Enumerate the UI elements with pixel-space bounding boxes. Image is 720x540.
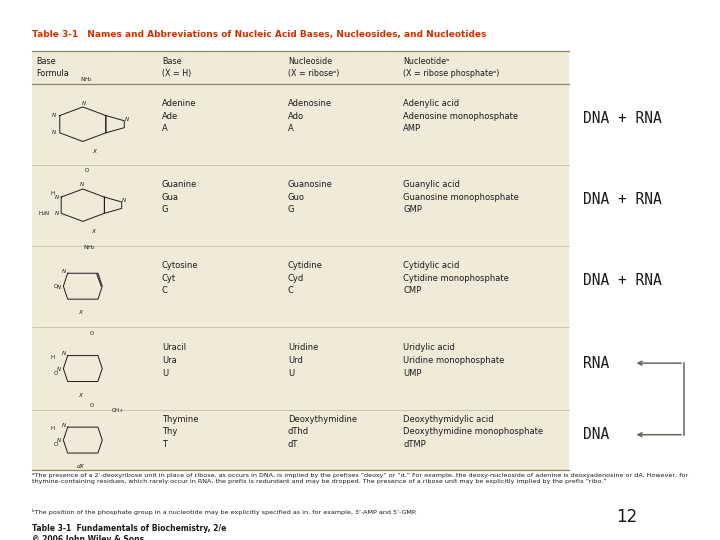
- Text: NH$_2$: NH$_2$: [83, 244, 96, 252]
- Text: Uracil
Ura
U: Uracil Ura U: [162, 343, 186, 378]
- Text: N: N: [125, 117, 129, 122]
- Text: Thymine
Thy
T: Thymine Thy T: [162, 415, 199, 449]
- Text: H$_2$N: H$_2$N: [38, 209, 50, 218]
- Text: Deoxythymidylic acid
Deoxythymidine monophosphate
dTMP: Deoxythymidylic acid Deoxythymidine mono…: [403, 415, 544, 449]
- Text: ᵃThe presence of a 2’-deoxyribose unit in place of ribose, as occurs in DNA, is : ᵃThe presence of a 2’-deoxyribose unit i…: [32, 472, 688, 484]
- Text: N: N: [57, 438, 61, 443]
- Text: Adenine
Ade
A: Adenine Ade A: [162, 99, 197, 133]
- Text: Cytidylic acid
Cytidine monophosphate
CMP: Cytidylic acid Cytidine monophosphate CM…: [403, 261, 509, 295]
- Text: DNA + RNA: DNA + RNA: [583, 111, 662, 126]
- Text: N: N: [57, 367, 61, 372]
- Text: Uridine
Urd
U: Uridine Urd U: [288, 343, 318, 378]
- Text: Names and Abbreviations of Nucleic Acid Bases, Nucleosides, and Nucleotides: Names and Abbreviations of Nucleic Acid …: [81, 30, 487, 39]
- Text: H: H: [50, 191, 55, 197]
- Text: Guanylic acid
Guanosine monophosphate
GMP: Guanylic acid Guanosine monophosphate GM…: [403, 180, 519, 214]
- Text: N: N: [55, 194, 59, 200]
- Text: Uridylic acid
Uridine monophosphate
UMP: Uridylic acid Uridine monophosphate UMP: [403, 343, 505, 378]
- Text: X: X: [92, 149, 96, 154]
- Text: N: N: [57, 285, 61, 289]
- Text: Base
(X = H): Base (X = H): [162, 57, 192, 78]
- Text: Deoxythymidine
dThd
dT: Deoxythymidine dThd dT: [288, 415, 357, 449]
- Text: Adenosine
Ado
A: Adenosine Ado A: [288, 99, 332, 133]
- Text: H: H: [50, 426, 55, 431]
- Text: © 2006 John Wiley & Sons: © 2006 John Wiley & Sons: [32, 535, 145, 540]
- Text: X: X: [78, 310, 83, 315]
- Text: Cytosine
Cyt
C: Cytosine Cyt C: [162, 261, 199, 295]
- Text: ᵇThe position of the phosphate group in a nucleotide may be explicitly specified: ᵇThe position of the phosphate group in …: [32, 509, 417, 515]
- Text: DNA + RNA: DNA + RNA: [583, 192, 662, 207]
- Text: Nucleotideᵇ
(X = ribose phosphateᵃ): Nucleotideᵇ (X = ribose phosphateᵃ): [403, 57, 500, 78]
- Text: O: O: [84, 168, 89, 173]
- Text: X: X: [91, 229, 96, 234]
- Text: Nucleoside
(X = riboseᵃ): Nucleoside (X = riboseᵃ): [288, 57, 339, 78]
- Text: DNA: DNA: [583, 427, 609, 442]
- Text: Guanosine
Guo
G: Guanosine Guo G: [288, 180, 333, 214]
- Text: Guanine
Gua
G: Guanine Gua G: [162, 180, 197, 214]
- Text: O: O: [89, 331, 94, 336]
- Text: RNA: RNA: [583, 356, 609, 370]
- Text: DNA + RNA: DNA + RNA: [583, 273, 662, 288]
- Text: O: O: [89, 403, 94, 408]
- Text: N: N: [52, 130, 56, 136]
- Text: N: N: [55, 211, 59, 216]
- Bar: [32, 51, 569, 470]
- Text: H: H: [50, 355, 55, 360]
- Text: Table 3-1: Table 3-1: [32, 30, 78, 39]
- Text: N: N: [61, 269, 66, 274]
- Text: O: O: [54, 371, 58, 376]
- Text: Base
Formula: Base Formula: [36, 57, 68, 78]
- Text: O: O: [54, 442, 58, 448]
- Text: NH$_2$: NH$_2$: [80, 76, 93, 84]
- Text: N: N: [61, 352, 66, 356]
- Text: O: O: [54, 284, 58, 289]
- Text: CH$_3$: CH$_3$: [111, 407, 123, 415]
- Text: N: N: [122, 198, 126, 203]
- Text: dX: dX: [77, 464, 84, 469]
- Text: X: X: [78, 393, 83, 398]
- Text: N: N: [82, 101, 86, 106]
- Text: N: N: [52, 113, 56, 118]
- Text: Cytidine
Cyd
C: Cytidine Cyd C: [288, 261, 323, 295]
- Text: Table 3-1  Fundamentals of Biochemistry, 2/e: Table 3-1 Fundamentals of Biochemistry, …: [32, 524, 227, 533]
- Text: N: N: [61, 423, 66, 428]
- Text: 12: 12: [616, 509, 637, 526]
- Text: Adenylic acid
Adenosine monophosphate
AMP: Adenylic acid Adenosine monophosphate AM…: [403, 99, 518, 133]
- Text: N: N: [80, 183, 84, 187]
